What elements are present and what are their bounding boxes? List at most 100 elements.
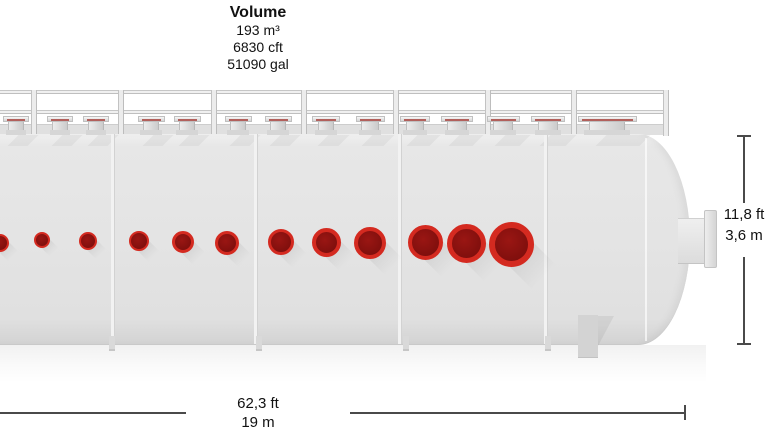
side-port — [407, 224, 443, 260]
height-dim-top-tick — [737, 135, 751, 137]
volume-metric: 193 m³ — [236, 22, 280, 38]
side-port — [311, 227, 341, 257]
height-dim-line-lower — [743, 257, 745, 344]
length-dim-line-left — [0, 412, 186, 414]
shell-seam — [111, 134, 115, 344]
volume-cubic-feet: 6830 cft — [233, 39, 283, 55]
railing-post — [393, 90, 399, 136]
top-nozzle — [577, 116, 637, 135]
top-nozzle-flange — [577, 116, 637, 122]
top-nozzle — [173, 116, 201, 135]
length-dim-line-right — [350, 412, 685, 414]
railing-top-rail — [0, 90, 668, 94]
railing-post — [571, 90, 577, 136]
top-nozzle-base — [85, 130, 107, 135]
top-nozzle-flange — [531, 116, 565, 122]
side-port — [172, 231, 194, 253]
support-tab — [256, 336, 262, 351]
top-nozzle — [355, 116, 385, 135]
length-dim-end-tick — [684, 405, 686, 420]
top-nozzle-flange — [224, 116, 252, 122]
top-nozzle — [264, 116, 292, 135]
top-nozzle-gasket-line — [581, 119, 633, 121]
top-nozzle — [400, 116, 430, 135]
support-tab — [403, 336, 409, 351]
railing-post — [31, 90, 37, 136]
top-nozzle-flange — [137, 116, 165, 122]
top-nozzle-base — [403, 130, 427, 135]
side-port — [354, 227, 386, 259]
volume-title: Volume — [229, 4, 287, 21]
top-nozzle-gasket-line — [141, 119, 161, 121]
top-nozzle — [47, 116, 73, 135]
top-nozzle-base — [49, 130, 71, 135]
top-nozzle-neck — [537, 122, 559, 130]
top-nozzle-neck — [447, 122, 467, 130]
top-nozzle-flange — [355, 116, 385, 122]
support-bracket — [578, 315, 598, 358]
top-nozzle — [486, 116, 520, 135]
top-nozzle — [83, 116, 109, 135]
support-tab — [545, 336, 551, 351]
top-nozzle-base — [140, 130, 162, 135]
height-label-ft: 11,8 ft — [723, 206, 765, 223]
shell-seam — [254, 134, 258, 344]
top-nozzle-base — [490, 130, 516, 135]
top-nozzle-flange — [264, 116, 292, 122]
top-nozzle-base — [583, 130, 630, 135]
side-port — [488, 221, 534, 267]
top-nozzle-base — [176, 130, 198, 135]
height-dim-line-upper — [743, 137, 745, 203]
railing-post — [301, 90, 307, 136]
railing-post — [211, 90, 217, 136]
top-nozzle-neck — [52, 122, 68, 130]
top-nozzle — [137, 116, 165, 135]
top-nozzle-neck — [589, 122, 625, 130]
support-tab — [109, 336, 115, 351]
top-nozzle-neck — [8, 122, 24, 130]
top-nozzle-flange — [400, 116, 430, 122]
shell-seam — [544, 134, 548, 344]
ground-shadow — [0, 345, 706, 383]
side-port — [215, 231, 239, 255]
support-bracket-shadow — [598, 316, 614, 346]
top-nozzle-neck — [269, 122, 287, 130]
top-nozzle-base — [227, 130, 249, 135]
top-nozzle-gasket-line — [490, 119, 516, 121]
top-nozzle-gasket-line — [87, 119, 105, 121]
top-nozzle-base — [534, 130, 562, 135]
top-nozzle — [312, 116, 340, 135]
top-nozzle-flange — [83, 116, 109, 122]
volume-block: Volume 193 m³ 6830 cft 51090 gal — [177, 3, 339, 73]
railing-mid-rail — [0, 110, 668, 114]
top-nozzle-neck — [361, 122, 379, 130]
top-nozzle-gasket-line — [7, 119, 25, 121]
tank-shell — [0, 134, 690, 345]
top-nozzle-neck — [178, 122, 196, 130]
side-nozzle-pipe — [678, 218, 706, 264]
side-port — [446, 223, 486, 263]
top-nozzle-base — [358, 130, 382, 135]
top-nozzle-flange — [312, 116, 340, 122]
side-port — [268, 229, 294, 255]
top-nozzle-neck — [406, 122, 424, 130]
top-nozzle-base — [444, 130, 470, 135]
length-label-ft: 62,3 ft — [237, 395, 279, 412]
height-label-m: 3,6 m — [725, 227, 763, 244]
top-nozzle — [224, 116, 252, 135]
top-nozzle-base — [315, 130, 337, 135]
shell-seam — [398, 134, 402, 344]
top-nozzle-flange — [486, 116, 520, 122]
side-nozzle-flange — [704, 210, 717, 268]
top-nozzle-base — [5, 130, 27, 135]
top-nozzle-neck — [88, 122, 104, 130]
top-nozzle-neck — [142, 122, 160, 130]
top-nozzle-gasket-line — [445, 119, 469, 121]
top-nozzle — [531, 116, 565, 135]
railing-post — [663, 90, 669, 136]
volume-gallons: 51090 gal — [227, 56, 289, 72]
top-nozzle — [441, 116, 473, 135]
side-port — [34, 232, 50, 248]
top-nozzle-flange — [47, 116, 73, 122]
